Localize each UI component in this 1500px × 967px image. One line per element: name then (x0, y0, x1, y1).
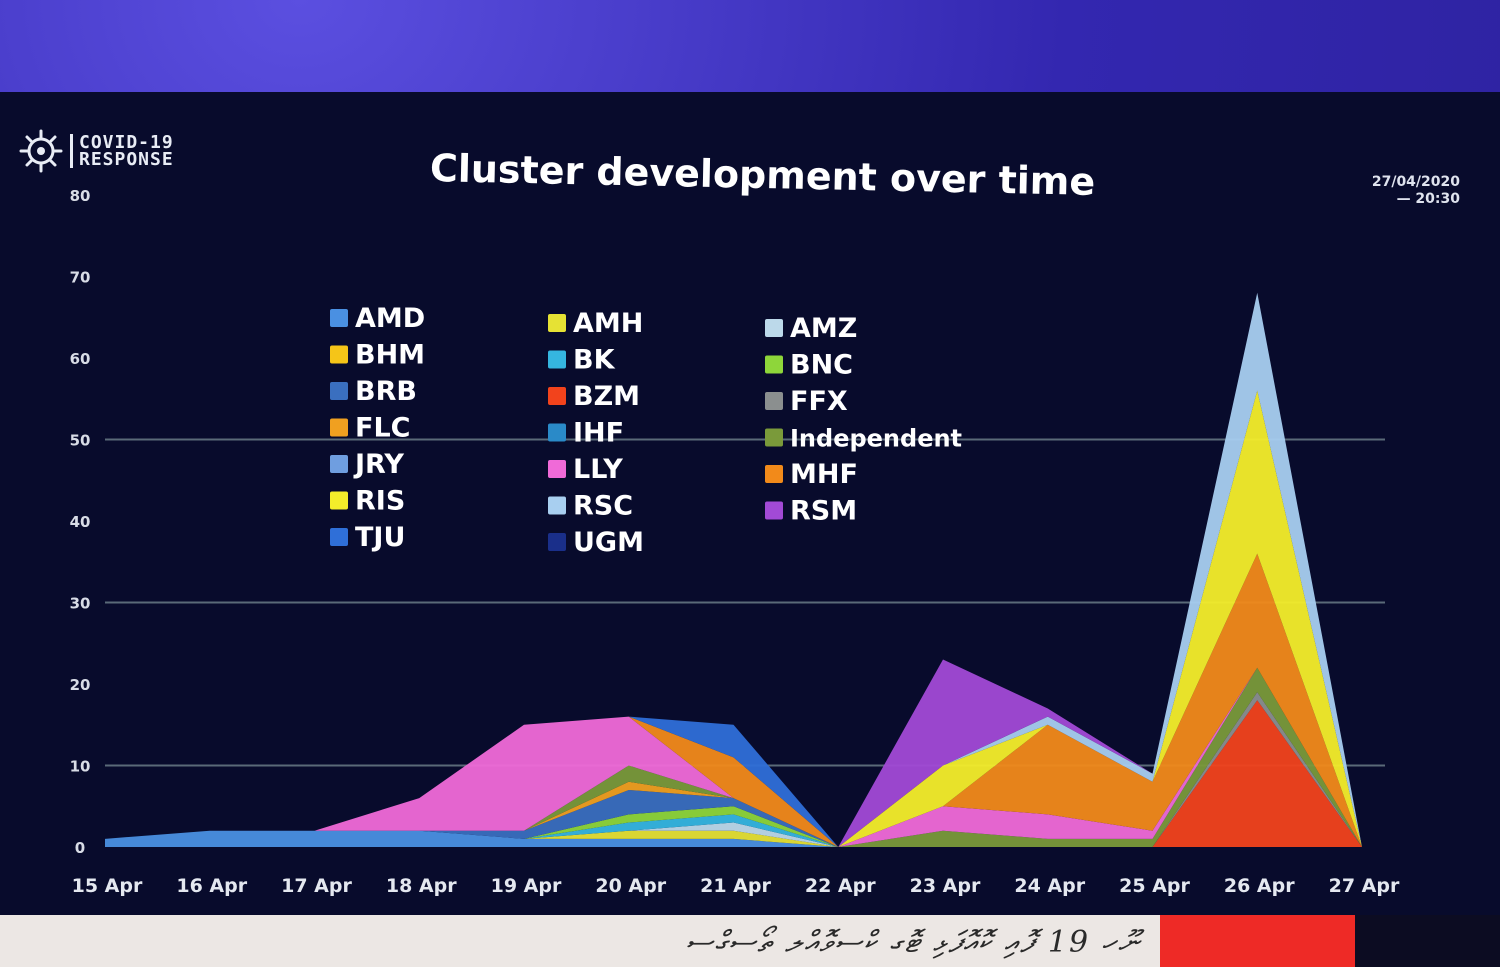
y-tick-label: 40 (70, 513, 91, 531)
legend-swatch-flc (330, 418, 348, 437)
legend-label-rsm: RSM (790, 496, 857, 527)
legend-label-lly: LLY (573, 454, 623, 485)
bottom-caption-bar: ނޫހ 19 ފޮއި ކޮއޮފަޅި ޓޮގ ކްސވޮއްލ ތޯސގްސ (0, 915, 1500, 967)
x-tick-label: 24 Apr (1014, 875, 1085, 897)
area-bk (105, 814, 1362, 847)
legend-label-ris: RIS (355, 486, 405, 517)
covid-response-logo: COVID-19 RESPONSE (18, 128, 174, 174)
area-bzm (105, 700, 1362, 847)
legend-swatch-bk (548, 350, 566, 369)
x-tick-label: 21 Apr (700, 875, 771, 897)
legend-swatch-jry (330, 455, 348, 473)
x-tick-label: 27 Apr (1329, 875, 1400, 897)
legend-label-ugm: UGM (573, 527, 644, 558)
timestamp: 27/04/2020 — 20:30 (1340, 174, 1460, 208)
y-tick-label: 30 (70, 595, 91, 613)
legend-label-rsc: RSC (573, 491, 633, 522)
legend-label-amh: AMH (573, 308, 643, 339)
legend-label-bnc: BNC (790, 350, 853, 381)
x-tick-label: 25 Apr (1119, 875, 1190, 897)
logo-line-1: COVID-19 (79, 132, 174, 153)
chart-legend: AMD BHM BRB FLC JRY RIS TJU AMH BK BZM IHF LLY RSC UG… (330, 303, 962, 558)
legend-label-bk: BK (573, 345, 616, 376)
legend-label-bhm: BHM (355, 340, 425, 371)
area-tju (105, 292, 1362, 847)
legend-label-brb: BRB (355, 376, 417, 407)
area-amh (105, 830, 1362, 847)
legend-label-amd: AMD (355, 303, 425, 334)
legend-label-amz: AMZ (790, 313, 857, 344)
legend-swatch-brb (330, 382, 348, 400)
x-axis-ticks: 15 Apr 16 Apr 17 Apr 18 Apr 19 Apr 20 Apr 21 A… (72, 875, 1400, 897)
area-mhf (105, 553, 1362, 847)
legend-swatch-amh (548, 314, 566, 332)
y-tick-label: 50 (70, 432, 91, 450)
legend-swatch-ffx (765, 392, 783, 410)
legend-swatch-amd (330, 309, 348, 327)
legend-swatch-ris (330, 491, 348, 510)
bottom-caption: ނޫހ 19 ފޮއި ކޮއޮފަޅި ޓޮގ ކްސވޮއްލ ތޯސގްސ (0, 915, 1160, 967)
logo-line-2: RESPONSE (79, 149, 174, 170)
legend-label-mhf: MHF (790, 459, 858, 490)
legend-label-ffx: FFX (790, 386, 848, 417)
legend-swatch-mhf (765, 465, 783, 483)
x-tick-label: 26 Apr (1224, 875, 1295, 897)
y-tick-label: 10 (70, 758, 91, 776)
legend-label-ihf: IHF (573, 418, 624, 449)
red-block (1160, 915, 1355, 967)
x-tick-label: 23 Apr (910, 875, 981, 897)
area-amz (105, 822, 1362, 847)
y-tick-label: 0 (75, 839, 85, 857)
legend-label-independent: Independent (790, 425, 962, 453)
y-tick-label: 60 (70, 350, 91, 368)
y-tick-label: 80 (70, 187, 91, 205)
legend-swatch-lly (548, 460, 566, 478)
x-tick-label: 18 Apr (386, 875, 457, 897)
timestamp-date: 27/04/2020 (1371, 174, 1460, 190)
x-tick-label: 20 Apr (595, 875, 666, 897)
x-tick-label: 15 Apr (72, 875, 143, 897)
legend-label-jry: JRY (353, 449, 404, 480)
legend-swatch-rsc (548, 496, 566, 515)
x-tick-label: 19 Apr (491, 875, 562, 897)
legend-label-bzm: BZM (573, 381, 640, 412)
area-lly (105, 667, 1362, 847)
legend-label-tju: TJU (355, 522, 405, 553)
legend-swatch-bhm (330, 345, 348, 364)
legend-label-flc: FLC (355, 413, 410, 444)
area-rsm (105, 292, 1362, 847)
virus-icon (19, 129, 63, 173)
y-tick-label: 20 (70, 676, 91, 694)
legend-swatch-ugm (548, 533, 566, 551)
legend-swatch-bnc (765, 355, 783, 374)
chart-areas (105, 292, 1362, 847)
legend-swatch-bzm (548, 387, 566, 405)
area-bnc (105, 806, 1362, 847)
legend-swatch-rsm (765, 501, 783, 520)
area-brb (105, 789, 1362, 847)
legend-swatch-ihf (548, 423, 566, 442)
legend-swatch-amz (765, 319, 783, 337)
x-tick-label: 16 Apr (176, 875, 247, 897)
y-axis-ticks: 0 10 20 30 40 50 60 70 80 (70, 187, 91, 857)
y-tick-label: 70 (70, 269, 91, 287)
legend-swatch-tju (330, 528, 348, 546)
x-tick-label: 17 Apr (281, 875, 352, 897)
timestamp-time: — 20:30 (1396, 191, 1460, 207)
x-tick-label: 22 Apr (805, 875, 876, 897)
legend-swatch-independent (765, 428, 783, 447)
